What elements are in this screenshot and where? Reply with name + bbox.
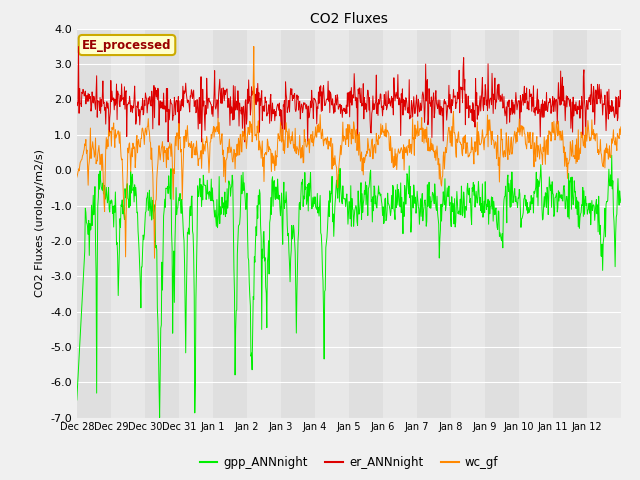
Legend: gpp_ANNnight, er_ANNnight, wc_gf: gpp_ANNnight, er_ANNnight, wc_gf xyxy=(195,452,503,474)
Bar xyxy=(349,29,383,418)
Bar xyxy=(485,29,519,418)
Title: CO2 Fluxes: CO2 Fluxes xyxy=(310,12,388,26)
Bar xyxy=(145,29,179,418)
Bar xyxy=(553,29,587,418)
Y-axis label: CO2 Fluxes (urology/m2/s): CO2 Fluxes (urology/m2/s) xyxy=(35,149,45,297)
Bar xyxy=(281,29,315,418)
Text: EE_processed: EE_processed xyxy=(82,38,172,51)
Bar xyxy=(212,29,247,418)
Bar xyxy=(77,29,111,418)
Bar xyxy=(417,29,451,418)
